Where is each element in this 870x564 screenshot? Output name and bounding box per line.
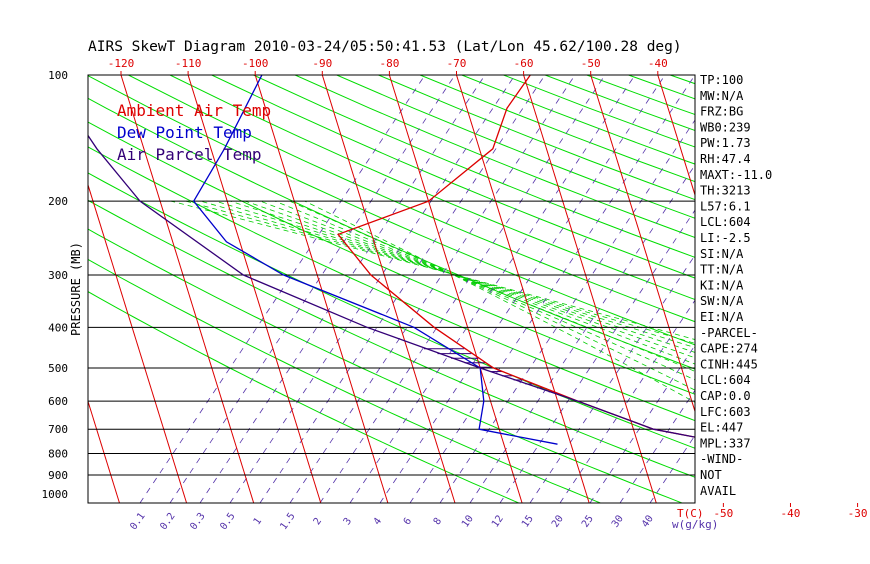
mixing-ratio-line xyxy=(350,75,635,503)
index-item: EL:447 xyxy=(700,421,743,435)
moist-adiabat-line xyxy=(305,201,858,505)
dry-adiabat-line xyxy=(0,75,687,505)
index-item: NOT xyxy=(700,468,722,482)
top-x-tick-label: -120 xyxy=(108,57,135,70)
isotherm-line xyxy=(859,75,870,503)
index-item: FRZ:BG xyxy=(700,105,743,119)
index-item: LFC:603 xyxy=(700,405,751,419)
y-tick-label: 100 xyxy=(48,69,68,82)
moist-adiabat-line xyxy=(201,201,870,505)
index-item: MAXT:-11.0 xyxy=(700,168,772,182)
index-item: TT:N/A xyxy=(700,263,744,277)
moist-adiabat-line xyxy=(171,201,870,505)
mixing-ratio-label: 40 xyxy=(640,513,656,529)
mixing-ratio-label: 10 xyxy=(460,513,476,529)
index-item: LCL:604 xyxy=(700,373,751,387)
mixing-ratio-label: 0.1 xyxy=(128,511,147,532)
index-item: MPL:337 xyxy=(700,436,751,450)
y-tick-label: 600 xyxy=(48,395,68,408)
dry-adiabat-line xyxy=(337,75,870,505)
y-tick-label: 300 xyxy=(48,269,68,282)
dry-adiabat-line xyxy=(0,75,769,505)
index-item: -WIND- xyxy=(700,452,743,466)
mixing-ratio-line xyxy=(650,75,870,503)
top-x-tick-label: -100 xyxy=(242,57,269,70)
index-item: TP:100 xyxy=(700,73,743,87)
moist-adiabat-line xyxy=(290,201,870,505)
mixing-ratio-label: 8 xyxy=(432,516,444,527)
mixing-ratio-label: 12 xyxy=(490,513,506,529)
index-item: PW:1.73 xyxy=(700,136,751,150)
index-item: WB0:239 xyxy=(700,120,751,134)
dry-adiabat-line xyxy=(504,75,870,505)
mixing-ratio-line xyxy=(230,75,515,503)
legend-entry: Dew Point Temp xyxy=(117,123,252,142)
index-item: MW:N/A xyxy=(700,89,744,103)
index-item: L57:6.1 xyxy=(700,199,751,213)
top-x-tick-label: -90 xyxy=(312,57,332,70)
mixing-ratio-label: 4 xyxy=(372,516,384,527)
y-tick-label: 900 xyxy=(48,469,68,482)
moist-adiabat-line xyxy=(260,201,870,505)
legend-entry: Ambient Air Temp xyxy=(117,101,271,120)
mixing-ratio-line xyxy=(320,75,605,503)
mixing-ratio-unit-label: w(g/kg) xyxy=(672,518,718,531)
mixing-ratio-label: 0.2 xyxy=(158,511,177,532)
index-item: EI:N/A xyxy=(700,310,744,324)
top-x-tick-label: -70 xyxy=(447,57,467,70)
index-item: TH:3213 xyxy=(700,184,751,198)
mixing-ratio-label: 0.5 xyxy=(218,511,237,532)
index-item: SI:N/A xyxy=(700,247,744,261)
top-x-tick-label: -50 xyxy=(581,57,601,70)
y-tick-label: 200 xyxy=(48,195,68,208)
mixing-ratio-line xyxy=(410,75,695,503)
moist-adiabat-line xyxy=(231,201,870,505)
x-tick-label: -30 xyxy=(848,507,868,520)
mixing-ratio-line xyxy=(440,75,725,503)
dry-adiabat-line xyxy=(420,75,870,505)
index-item: AVAIL xyxy=(700,484,736,498)
mixing-ratio-label: 30 xyxy=(610,513,626,529)
mixing-ratio-label: 2 xyxy=(312,516,324,527)
index-item: KI:N/A xyxy=(700,278,744,292)
index-item: LI:-2.5 xyxy=(700,231,751,245)
mixing-ratio-label: 20 xyxy=(550,513,566,529)
y-tick-label: 400 xyxy=(48,321,68,334)
y-tick-label: 800 xyxy=(48,448,68,461)
index-item: LCL:604 xyxy=(700,215,751,229)
legend-entry: Air Parcel Temp xyxy=(117,145,262,164)
mixing-ratio-label: 15 xyxy=(520,513,536,529)
isotherm-line xyxy=(0,75,52,503)
y-tick-label: 700 xyxy=(48,423,68,436)
isotherm-line xyxy=(792,75,870,503)
index-item: RH:47.4 xyxy=(700,152,751,166)
dry-adiabat-line xyxy=(212,75,870,505)
mixing-ratio-label: 25 xyxy=(580,513,596,529)
y-tick-label: 500 xyxy=(48,362,68,375)
chart-title: AIRS SkewT Diagram 2010-03-24/05:50:41.5… xyxy=(88,39,682,55)
top-x-tick-label: -80 xyxy=(379,57,399,70)
top-x-tick-label: -60 xyxy=(514,57,534,70)
mixing-ratio-label: 1 xyxy=(252,516,264,527)
x-tick-label: -40 xyxy=(781,507,801,520)
mixing-ratio-label: 6 xyxy=(402,516,414,527)
mixing-ratio-label: 3 xyxy=(342,516,354,527)
index-item: -PARCEL- xyxy=(700,326,758,340)
index-item: CAP:0.0 xyxy=(700,389,751,403)
mixing-ratio-label: 1.5 xyxy=(278,511,297,532)
index-item: SW:N/A xyxy=(700,294,744,308)
index-item: CINH:445 xyxy=(700,357,758,371)
top-x-tick-label: -110 xyxy=(175,57,202,70)
y-axis-label: PRESSURE (MB) xyxy=(69,242,83,336)
top-x-tick-label: -40 xyxy=(648,57,668,70)
isotherm-line xyxy=(524,75,657,503)
index-item: CAPE:274 xyxy=(700,342,758,356)
mixing-ratio-label: 0.3 xyxy=(188,511,207,532)
y-tick-label: 1000 xyxy=(42,488,69,501)
isotherm-line xyxy=(0,75,119,503)
